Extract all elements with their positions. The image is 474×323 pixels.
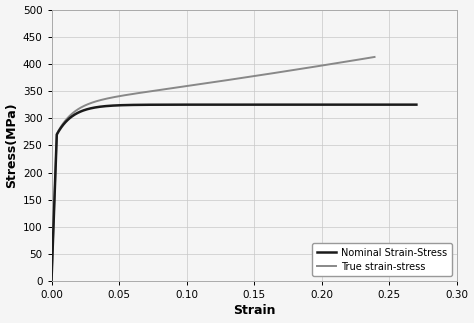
True strain-stress <box>191 83 196 87</box>
Legend: Nominal Strain-Stress, True strain-stress: Nominal Strain-Stress, True strain-stres… <box>312 243 452 276</box>
Nominal Strain-Stress <box>111 104 117 108</box>
Y-axis label: Stress(MPa): Stress(MPa) <box>6 103 18 188</box>
True strain-stress <box>49 279 55 283</box>
True strain-stress <box>258 73 264 77</box>
True strain-stress <box>356 57 362 61</box>
True strain-stress <box>372 55 377 59</box>
Nominal Strain-Stress <box>49 279 55 283</box>
Nominal Strain-Stress <box>323 103 328 107</box>
Nominal Strain-Stress <box>394 103 400 107</box>
Nominal Strain-Stress <box>413 103 419 107</box>
Line: True strain-stress: True strain-stress <box>52 57 374 281</box>
Nominal Strain-Stress <box>100 104 106 108</box>
True strain-stress <box>109 96 115 99</box>
Line: Nominal Strain-Stress: Nominal Strain-Stress <box>52 105 416 281</box>
Nominal Strain-Stress <box>198 103 204 107</box>
Nominal Strain-Stress <box>275 103 281 107</box>
X-axis label: Strain: Strain <box>233 305 275 318</box>
True strain-stress <box>99 98 105 102</box>
True strain-stress <box>298 67 304 71</box>
